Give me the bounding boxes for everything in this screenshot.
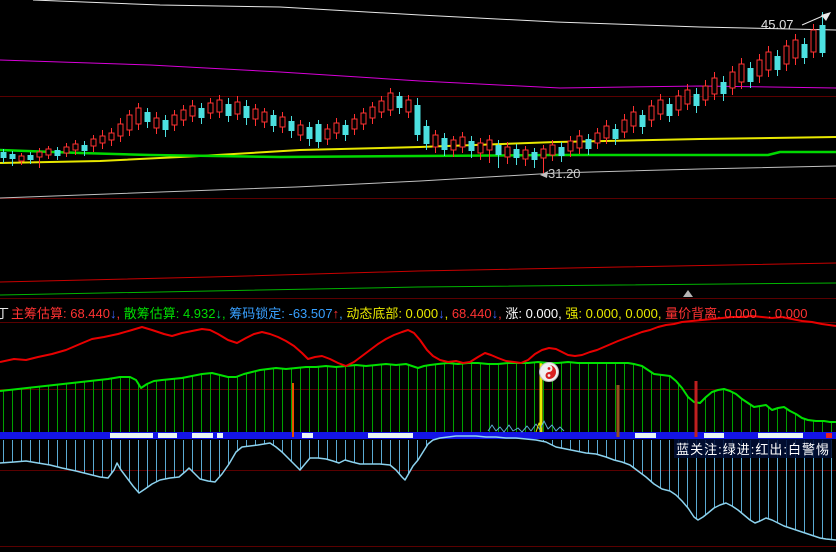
indicator-item: 量价背离: 0.000 : 0.000 <box>665 306 808 321</box>
indicator-item: 主筹估算: 68.440↓, <box>11 306 124 321</box>
bottom-legend: 蓝关注:绿进:红出:白警惕 <box>674 439 832 458</box>
indicator-item: 强: 0.000, 0.000, <box>565 306 666 321</box>
coin-marker <box>539 362 559 382</box>
price-label-low: 31.20 <box>548 166 581 181</box>
indicator-item: 涨: 0.000, <box>505 306 566 321</box>
indicator-item: 散筹估算: 4.932↓, <box>123 306 230 321</box>
indicator-item: 68.440↓, <box>451 306 506 321</box>
indicator-row: 主筹估算: 68.440↓, 散筹估算: 4.932↓, 筹码锁定: -63.5… <box>11 303 808 321</box>
indicator-item: 筹码锁定: -63.507↑, <box>229 306 347 321</box>
indicator-item: 动态底部: 0.000↓, <box>346 306 452 321</box>
indicator-prefix-glyph: 丁 <box>0 306 10 321</box>
price-label-high: 45.07 <box>761 17 794 32</box>
